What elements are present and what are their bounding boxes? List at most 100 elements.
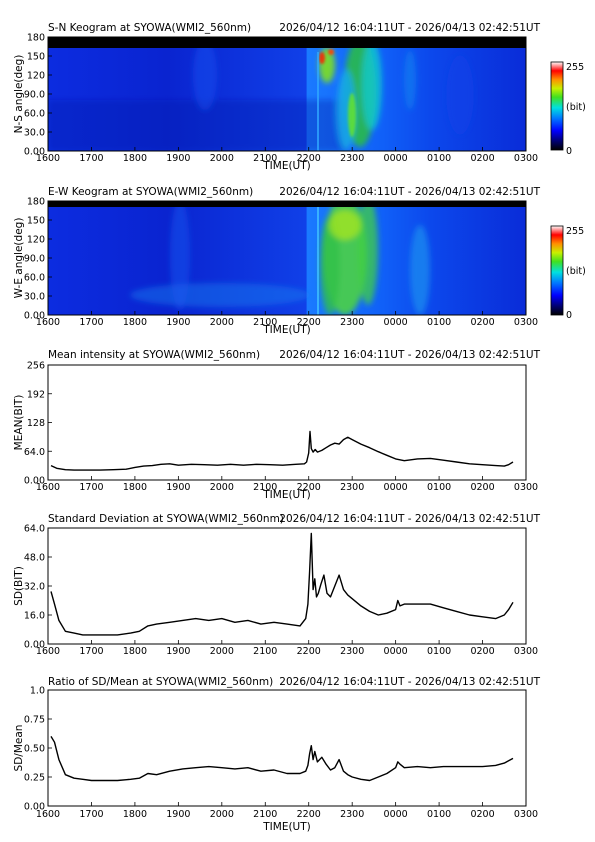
ew-keogram-colorbar: 255 (bit) 0 [550, 225, 586, 321]
sd-ytick-label: 0.00 [24, 640, 45, 651]
mean-time-range: 2026/04/12 16:04:11UT - 2026/04/13 02:42… [279, 349, 540, 361]
ew-xtick-label: 1600 [36, 317, 60, 328]
ratio-ylabel: SD/Mean [13, 725, 25, 772]
sn-xtick-label: 1600 [36, 153, 60, 164]
mean-intensity-panel: Mean intensity at SYOWA(WMI2_560nm) 2026… [47, 349, 541, 481]
sn-colorbar-min: 0 [566, 146, 572, 157]
sn-xtick-label: 0200 [470, 153, 494, 164]
ew-xtick-label: 0200 [470, 317, 494, 328]
ratio-xtick-label: 2000 [210, 809, 234, 820]
mean-xtick-label: 2000 [210, 482, 234, 493]
sd-xtick-label: 2000 [210, 646, 234, 657]
ew-keogram-image [48, 201, 526, 315]
sn-ytick-label: 0.00 [24, 147, 45, 158]
sn-ytick-label: 120 [27, 71, 45, 82]
sd-series-line [50, 532, 514, 636]
ew-xtick-label: 1700 [79, 317, 103, 328]
mean-ytick-label: 256 [27, 361, 45, 372]
sn-ylabel: N-S angle(deg) [13, 55, 25, 134]
ew-ytick-label: 180 [27, 197, 45, 208]
sn-keogram-title: S-N Keogram at SYOWA(WMI2_560nm) [48, 22, 251, 34]
sn-ytick-label: 90.0 [24, 90, 45, 101]
sd-panel: Standard Deviation at SYOWA(WMI2_560nm) … [47, 513, 541, 645]
mean-xtick-label: 1600 [36, 482, 60, 493]
mean-ylabel: MEAN(BIT) [13, 395, 25, 451]
ew-xtick-label: 2200 [297, 317, 321, 328]
mean-ytick-label: 192 [27, 389, 45, 400]
mean-xtick-label: 1700 [79, 482, 103, 493]
sn-xtick-label: 2200 [297, 153, 321, 164]
ratio-xtick-label: 2100 [253, 809, 277, 820]
ew-ytick-label: 0.00 [24, 311, 45, 322]
chart-marks: 1600 1700 1800 1900 2000 2100 2200 2300 0000 0100… [13, 33, 538, 834]
ew-ylabel: W-E angle(deg) [13, 218, 25, 299]
sd-title: Standard Deviation at SYOWA(WMI2_560nm) [48, 513, 284, 525]
ratio-xtick-label: 1700 [79, 809, 103, 820]
ew-colorbar-min: 0 [566, 310, 572, 321]
mean-xtick-label: 2100 [253, 482, 277, 493]
ratio-time-range: 2026/04/12 16:04:11UT - 2026/04/13 02:42… [279, 676, 540, 688]
mean-title: Mean intensity at SYOWA(WMI2_560nm) [48, 349, 260, 361]
ratio-panel: Ratio of SD/Mean at SYOWA(WMI2_560nm) 20… [47, 676, 541, 807]
ratio-xtick-label: 1800 [123, 809, 147, 820]
ratio-xtick-label: 2200 [297, 809, 321, 820]
sd-time-range: 2026/04/12 16:04:11UT - 2026/04/13 02:42… [279, 513, 540, 525]
ew-ytick-label: 60.0 [24, 273, 45, 284]
sn-ytick-label: 30.0 [24, 128, 45, 139]
mean-xtick-label: 1900 [166, 482, 190, 493]
ew-xlabel: TIME(UT) [262, 324, 311, 336]
sn-xtick-label: 0100 [427, 153, 451, 164]
ratio-ytick-label: 0.50 [24, 744, 45, 755]
ew-colorbar-unit: (bit) [566, 266, 586, 277]
ratio-xtick-label: 1600 [36, 809, 60, 820]
mean-xtick-label: 2200 [297, 482, 321, 493]
sn-xtick-label: 2100 [253, 153, 277, 164]
mean-ytick-label: 0.00 [24, 476, 45, 487]
ew-ytick-label: 30.0 [24, 292, 45, 303]
ratio-xtick-label: 2300 [340, 809, 364, 820]
ratio-xtick-label: 1900 [166, 809, 190, 820]
sd-xtick-label: 1900 [166, 646, 190, 657]
sd-ytick-label: 64.0 [24, 524, 45, 535]
ew-xtick-label: 0000 [384, 317, 408, 328]
sn-colorbar-unit: (bit) [566, 102, 586, 113]
sn-ytick-label: 150 [27, 52, 45, 63]
ratio-xtick-label: 0300 [514, 809, 538, 820]
sd-xtick-label: 2200 [297, 646, 321, 657]
sd-ytick-label: 48.0 [24, 553, 45, 564]
ratio-xtick-label: 0100 [427, 809, 451, 820]
ew-ytick-label: 120 [27, 235, 45, 246]
ew-keogram-panel: E-W Keogram at SYOWA(WMI2_560nm) 2026/04… [47, 186, 586, 321]
mean-xtick-label: 0200 [470, 482, 494, 493]
ew-xtick-label: 2000 [210, 317, 234, 328]
ratio-series-line [50, 736, 514, 782]
ratio-ytick-label: 0.25 [24, 773, 45, 784]
sd-ytick-label: 32.0 [24, 582, 45, 593]
sd-ytick-label: 16.0 [24, 611, 45, 622]
ew-xtick-label: 0300 [514, 317, 538, 328]
ratio-ytick-label: 1.0 [30, 686, 45, 697]
sn-xtick-label: 2000 [210, 153, 234, 164]
ew-colorbar-max: 255 [566, 226, 584, 237]
mean-xtick-label: 0100 [427, 482, 451, 493]
ratio-title: Ratio of SD/Mean at SYOWA(WMI2_560nm) [48, 676, 273, 688]
sn-xtick-label: 1800 [123, 153, 147, 164]
sd-xtick-label: 0100 [427, 646, 451, 657]
sn-ytick-label: 60.0 [24, 109, 45, 120]
ew-ytick-label: 150 [27, 216, 45, 227]
sn-keogram-panel: S-N Keogram at SYOWA(WMI2_560nm) 2026/04… [47, 22, 586, 157]
sd-xtick-label: 2300 [340, 646, 364, 657]
sn-keogram-time-range: 2026/04/12 16:04:11UT - 2026/04/13 02:42… [279, 22, 540, 34]
sd-xtick-label: 1600 [36, 646, 60, 657]
ew-ytick-label: 90.0 [24, 254, 45, 265]
mean-xtick-label: 2300 [340, 482, 364, 493]
mean-xlabel: TIME(UT) [262, 489, 311, 501]
mean-ytick-label: 128 [27, 418, 45, 429]
sn-xtick-label: 0000 [384, 153, 408, 164]
sd-xtick-label: 0200 [470, 646, 494, 657]
mean-xtick-label: 1800 [123, 482, 147, 493]
sn-keogram-image [48, 37, 526, 151]
mean-xtick-label: 0300 [514, 482, 538, 493]
sn-keogram-colorbar: 255 (bit) 0 [550, 61, 586, 157]
ratio-ytick-label: 0.00 [24, 802, 45, 813]
